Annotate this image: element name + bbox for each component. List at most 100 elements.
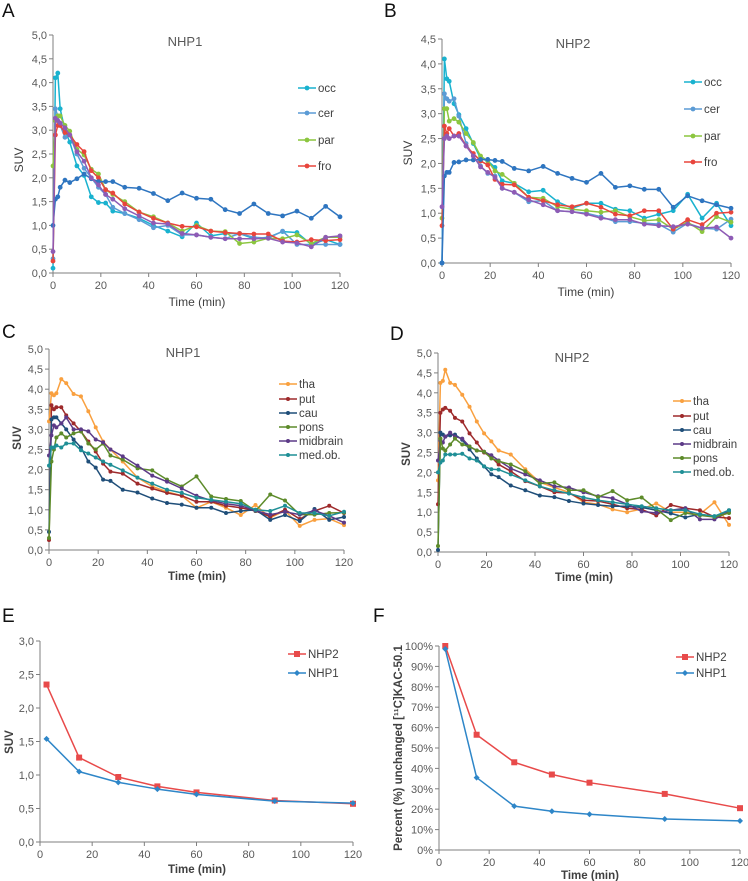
y-tick-label: 1,0 bbox=[19, 770, 34, 782]
legend-marker bbox=[286, 425, 290, 429]
series-pons bbox=[47, 429, 346, 540]
data-point bbox=[727, 516, 731, 521]
data-point bbox=[120, 454, 125, 459]
data-point bbox=[294, 240, 300, 246]
legend-item: NHP1 bbox=[288, 668, 339, 680]
x-tick-label: 40 bbox=[138, 849, 150, 861]
legend-item: par bbox=[298, 135, 335, 147]
data-point bbox=[59, 421, 64, 426]
x-tick-label: 120 bbox=[720, 559, 738, 571]
data-point bbox=[712, 500, 717, 505]
data-point bbox=[699, 198, 705, 204]
data-point bbox=[238, 501, 243, 506]
series-cer bbox=[50, 106, 343, 262]
series-line bbox=[48, 430, 345, 538]
data-point bbox=[474, 419, 479, 424]
data-point bbox=[598, 215, 604, 221]
data-point bbox=[540, 164, 546, 169]
data-point bbox=[485, 162, 491, 168]
data-point bbox=[474, 440, 479, 445]
data-point bbox=[714, 202, 719, 208]
data-point bbox=[47, 463, 51, 468]
series-unlabeled-4 bbox=[439, 157, 734, 266]
data-point bbox=[271, 798, 278, 805]
data-point bbox=[62, 134, 68, 140]
y-tick-label: 3,5 bbox=[417, 408, 432, 420]
legend-label: NHP2 bbox=[308, 649, 339, 661]
data-point bbox=[737, 805, 743, 812]
data-point bbox=[237, 231, 242, 236]
data-point bbox=[237, 241, 242, 246]
data-point bbox=[523, 488, 528, 493]
data-point bbox=[460, 451, 465, 456]
legend-marker bbox=[680, 399, 684, 403]
legend-label: cau bbox=[693, 425, 712, 437]
data-point bbox=[496, 462, 501, 467]
data-point bbox=[639, 504, 644, 509]
legend-label: par bbox=[318, 135, 335, 147]
data-point bbox=[49, 433, 54, 438]
data-point bbox=[668, 508, 673, 513]
data-point bbox=[64, 441, 69, 446]
data-point bbox=[54, 415, 59, 420]
data-point bbox=[448, 430, 453, 435]
data-point bbox=[451, 133, 457, 139]
data-point bbox=[308, 241, 314, 246]
legend: tha put cau pons midbrain med.ob. bbox=[279, 379, 343, 462]
series-nhp1 bbox=[442, 646, 743, 824]
data-point bbox=[670, 224, 676, 230]
y-tick-label: 90% bbox=[411, 661, 433, 673]
data-point bbox=[96, 200, 101, 205]
data-point bbox=[294, 232, 300, 238]
data-point bbox=[523, 469, 528, 474]
data-point bbox=[323, 238, 329, 244]
data-point bbox=[523, 478, 528, 483]
data-point bbox=[110, 190, 116, 196]
data-point bbox=[586, 779, 593, 786]
x-tick-label: 0 bbox=[435, 559, 441, 571]
data-point bbox=[482, 464, 487, 469]
data-point bbox=[499, 171, 505, 177]
y-tick-label: 0,5 bbox=[417, 527, 432, 539]
legend-item: put bbox=[673, 411, 710, 423]
y-tick-label: 4,5 bbox=[28, 364, 43, 376]
x-tick-label: 80 bbox=[240, 557, 252, 569]
data-point bbox=[151, 225, 156, 231]
data-point bbox=[150, 468, 155, 473]
data-point bbox=[265, 231, 271, 237]
data-point bbox=[237, 236, 242, 242]
legend-label: tha bbox=[299, 379, 316, 391]
data-point bbox=[489, 467, 494, 472]
y-tick-label: 0,5 bbox=[28, 525, 43, 537]
legend-label: NHP1 bbox=[308, 668, 339, 680]
y-tick-label: 4,0 bbox=[32, 78, 47, 90]
legend-item: put bbox=[279, 394, 316, 406]
data-point bbox=[194, 224, 199, 230]
data-point bbox=[179, 231, 185, 236]
legend-marker bbox=[682, 670, 688, 676]
x-tick-label: 0 bbox=[50, 280, 56, 292]
data-point bbox=[76, 754, 83, 761]
data-point bbox=[581, 495, 586, 500]
legend-item: midbrain bbox=[279, 436, 343, 448]
data-point bbox=[482, 449, 487, 454]
data-point bbox=[238, 509, 243, 514]
data-point bbox=[439, 260, 445, 266]
data-point bbox=[297, 511, 302, 516]
y-tick-label: 40% bbox=[411, 763, 433, 775]
y-axis-title: SUV bbox=[401, 442, 413, 466]
data-point bbox=[584, 211, 589, 217]
data-point bbox=[456, 159, 462, 165]
legend-item: med.ob. bbox=[673, 467, 735, 479]
data-point bbox=[253, 507, 258, 512]
series-line bbox=[48, 442, 345, 517]
data-point bbox=[88, 175, 94, 181]
data-point bbox=[566, 499, 571, 504]
data-point bbox=[283, 503, 287, 508]
data-point bbox=[470, 153, 476, 159]
x-tick-label: 40 bbox=[533, 857, 545, 869]
data-point bbox=[297, 523, 302, 528]
data-point bbox=[224, 496, 228, 501]
data-point bbox=[727, 508, 731, 513]
data-point bbox=[110, 204, 116, 210]
